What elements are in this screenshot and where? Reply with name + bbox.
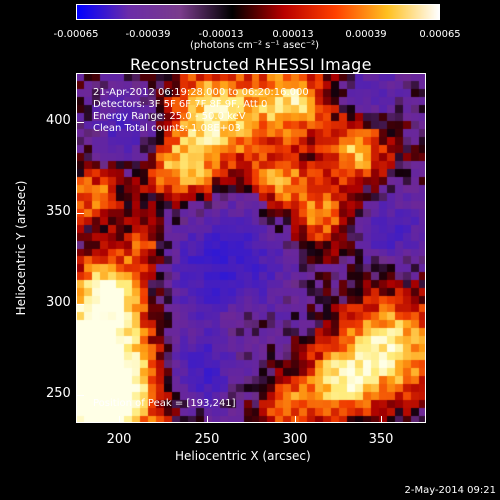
y-tick-mark (77, 395, 84, 396)
date-stamp: 2-May-2014 09:21 (404, 485, 496, 496)
colorbar-tick-label: -0.00039 (125, 29, 171, 40)
x-tick-mark (207, 416, 208, 422)
info-detectors: Detectors: 3F 5F 6F 7F 8F 9F, Att 0 (93, 99, 268, 110)
rhessi-image-map (77, 74, 425, 422)
colorbar (76, 4, 440, 20)
x-tick-mark (119, 416, 120, 422)
y-tick-mark (77, 213, 84, 214)
colorbar-tick-label: -0.00065 (53, 29, 99, 40)
y-tick-mark (77, 304, 84, 305)
y-tick-mark (77, 122, 84, 123)
info-clean-counts: Clean Total counts: 1.08E+03 (93, 123, 241, 134)
colorbar-tick-label: 0.00039 (345, 29, 387, 40)
y-tick-label: 250 (46, 386, 71, 401)
x-tick-label: 300 (282, 432, 308, 447)
colorbar-tick-label: -0.00013 (198, 29, 244, 40)
image-plot-area: 21-Apr-2012 06:19:28.000 to 06:20:16.000… (76, 73, 426, 423)
x-tick-label: 250 (194, 432, 220, 447)
y-axis-label: Heliocentric Y (arcsec) (14, 180, 28, 316)
x-tick-label: 200 (106, 432, 132, 447)
colorbar-tick-label: 0.00013 (272, 29, 314, 40)
info-energy-range: Energy Range: 25.0 - 50.0 keV (93, 111, 246, 122)
y-tick-label: 350 (46, 204, 71, 219)
colorbar-tick-label: 0.00065 (419, 29, 461, 40)
x-tick-mark (295, 416, 296, 422)
image-title: Reconstructed RHESSI Image (130, 55, 372, 74)
info-time-range: 21-Apr-2012 06:19:28.000 to 06:20:16.000 (93, 87, 309, 98)
x-tick-label: 350 (368, 432, 394, 447)
colorbar-units: (photons cm⁻² s⁻¹ asec⁻²) (190, 40, 320, 51)
x-axis-label: Heliocentric X (arcsec) (175, 449, 311, 463)
info-peak-position: Position of Peak = [193,241] (93, 398, 236, 409)
y-tick-label: 400 (46, 113, 71, 128)
y-tick-label: 300 (46, 295, 71, 310)
x-tick-mark (381, 416, 382, 422)
